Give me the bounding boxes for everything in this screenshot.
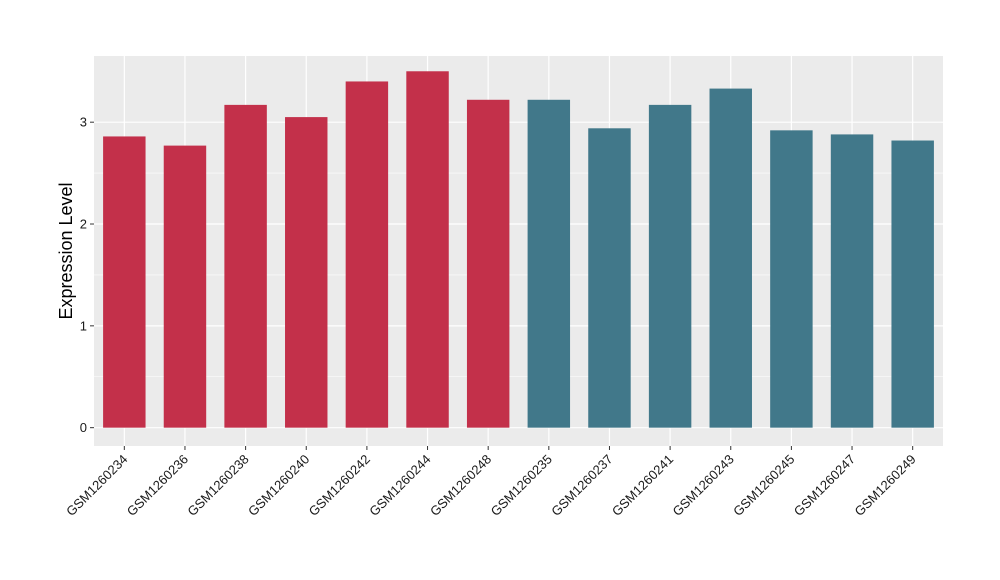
x-tick-label: GSM1260241 <box>609 452 676 519</box>
bar-GSM1260235 <box>527 99 571 428</box>
x-tick-label: GSM1260236 <box>124 452 191 519</box>
bar-GSM1260247 <box>830 134 874 428</box>
x-tick-label: GSM1260248 <box>427 452 494 519</box>
x-tick-label: GSM1260247 <box>791 452 858 519</box>
y-tick-label: 1 <box>80 318 87 333</box>
bar-GSM1260244 <box>406 71 449 428</box>
x-tick-label: GSM1260242 <box>306 452 373 519</box>
x-tick-label: GSM1260234 <box>63 452 130 519</box>
bar-GSM1260240 <box>285 117 328 428</box>
plot-panel <box>94 56 943 446</box>
y-axis-title: Expression Level <box>56 182 76 319</box>
bar-GSM1260243 <box>709 88 752 428</box>
bar-GSM1260249 <box>891 140 934 428</box>
x-axis: GSM1260234GSM1260236GSM1260238GSM1260240… <box>63 446 919 519</box>
bar-GSM1260248 <box>466 99 510 428</box>
x-tick-label: GSM1260245 <box>730 452 797 519</box>
x-tick-label: GSM1260244 <box>366 452 433 519</box>
x-tick-label: GSM1260237 <box>548 452 615 519</box>
x-tick-label: GSM1260235 <box>488 452 555 519</box>
bar-GSM1260234 <box>103 136 146 428</box>
bar-GSM1260242 <box>345 81 389 428</box>
bar-GSM1260241 <box>648 104 692 428</box>
x-tick-label: GSM1260243 <box>670 452 737 519</box>
bar-GSM1260245 <box>770 130 813 428</box>
bar-GSM1260237 <box>588 128 631 428</box>
y-tick-label: 0 <box>80 420 87 435</box>
y-axis: 0 1 2 3 <box>80 115 94 435</box>
x-tick-label: GSM1260238 <box>184 452 251 519</box>
bar-GSM1260238 <box>224 104 267 428</box>
x-tick-label: GSM1260240 <box>245 452 312 519</box>
y-tick-label: 2 <box>80 217 87 232</box>
y-tick-label: 3 <box>80 115 87 130</box>
bars <box>103 71 934 428</box>
x-tick-label: GSM1260249 <box>851 452 918 519</box>
bar-GSM1260236 <box>163 145 207 428</box>
